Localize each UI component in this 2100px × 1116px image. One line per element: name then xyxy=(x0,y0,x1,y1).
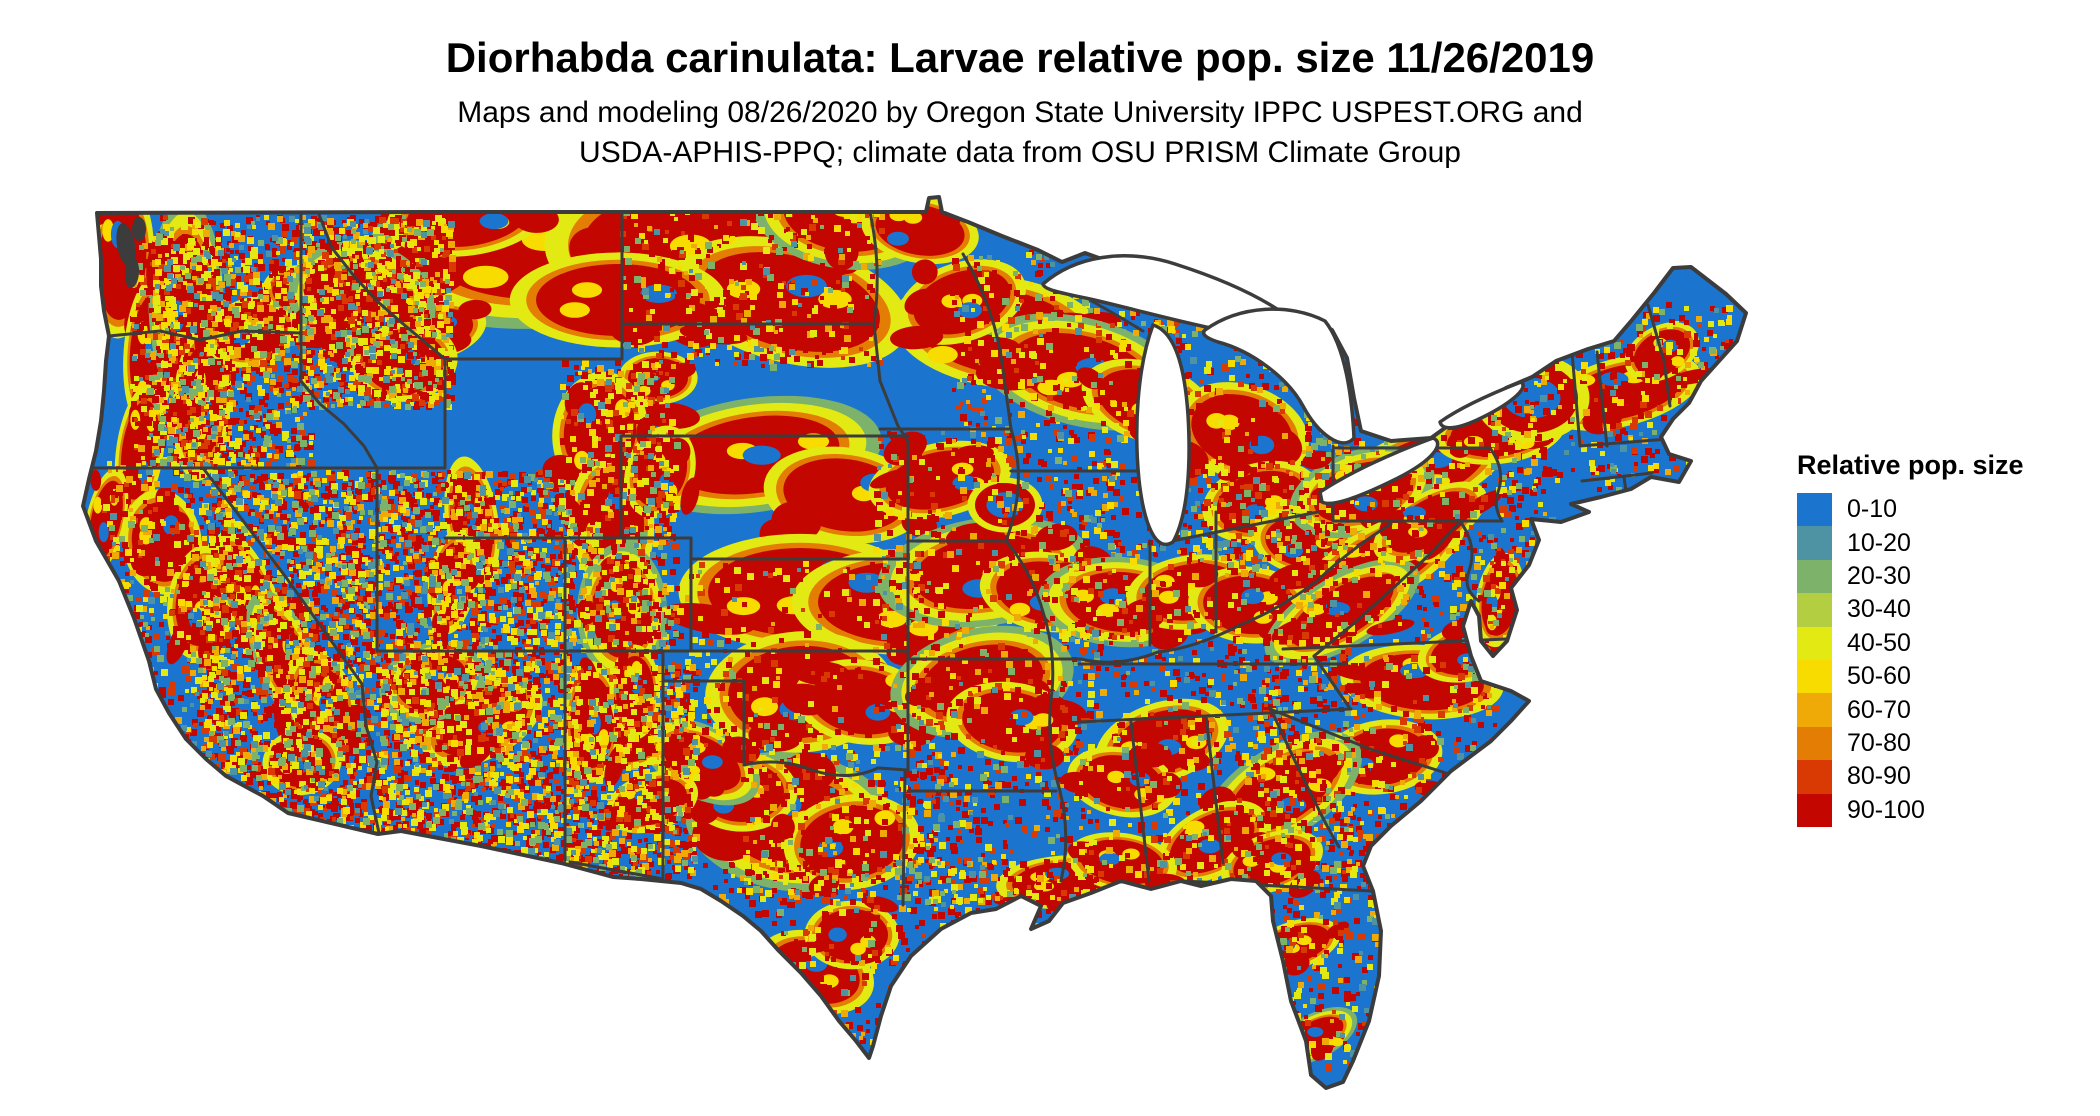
legend-label: 0-10 xyxy=(1847,495,1898,524)
legend-item: 80-90 xyxy=(1797,760,2024,794)
legend-item: 20-30 xyxy=(1797,559,2024,594)
map-title: Diorhabda carinulata: Larvae relative po… xyxy=(445,34,1595,81)
legend-item: 0-10 xyxy=(1797,493,2024,527)
legend-swatch-60-70 xyxy=(1797,693,1832,727)
legend-rows: 0-10 10-20 20-30 30-40 40-50 50-60 60-70 70-80 8… xyxy=(1797,493,2024,827)
legend-label: 60-70 xyxy=(1847,695,1911,724)
map-subtitle-line1: Maps and modeling 08/26/2020 by Oregon S… xyxy=(457,96,1583,129)
legend-swatch-90-100 xyxy=(1797,793,1832,827)
legend-item: 30-40 xyxy=(1797,593,2024,627)
legend-swatch-30-40 xyxy=(1797,593,1832,627)
legend-item: 50-60 xyxy=(1797,659,2024,694)
puget-sound xyxy=(132,217,146,241)
legend-swatch-20-30 xyxy=(1797,559,1832,594)
legend-item: 60-70 xyxy=(1797,693,2024,727)
puget-sound xyxy=(124,258,140,288)
map-raster-layer xyxy=(83,197,1746,1088)
legend-item: 90-100 xyxy=(1797,793,2024,827)
legend-item: 40-50 xyxy=(1797,626,2024,660)
great-lake xyxy=(1201,307,1356,445)
great-lake xyxy=(1438,380,1525,430)
legend-label: 90-100 xyxy=(1847,795,1925,824)
legend-label: 50-60 xyxy=(1847,662,1911,691)
great-lake xyxy=(1135,323,1191,546)
legend-label: 70-80 xyxy=(1847,728,1911,757)
legend-label: 40-50 xyxy=(1847,628,1911,657)
legend-swatch-70-80 xyxy=(1797,726,1832,761)
legend-item: 10-20 xyxy=(1797,526,2024,560)
legend: Relative pop. size 0-10 10-20 20-30 30-40 40… xyxy=(1797,450,2024,827)
legend-label: 10-20 xyxy=(1847,528,1911,557)
legend-swatch-0-10 xyxy=(1797,493,1832,527)
legend-swatch-80-90 xyxy=(1797,760,1832,794)
legend-swatch-50-60 xyxy=(1797,659,1832,694)
legend-swatch-40-50 xyxy=(1797,626,1832,660)
legend-label: 30-40 xyxy=(1847,595,1911,624)
legend-label: 20-30 xyxy=(1847,561,1911,590)
puget-sound xyxy=(116,223,136,267)
legend-swatch-10-20 xyxy=(1797,526,1832,560)
legend-title: Relative pop. size xyxy=(1797,450,2024,480)
coastline xyxy=(81,195,1748,1090)
legend-label: 80-90 xyxy=(1847,762,1911,791)
great-lake xyxy=(1318,436,1440,506)
legend-item: 70-80 xyxy=(1797,726,2024,761)
map-subtitle-line2: USDA-APHIS-PPQ; climate data from OSU PR… xyxy=(579,136,1461,169)
